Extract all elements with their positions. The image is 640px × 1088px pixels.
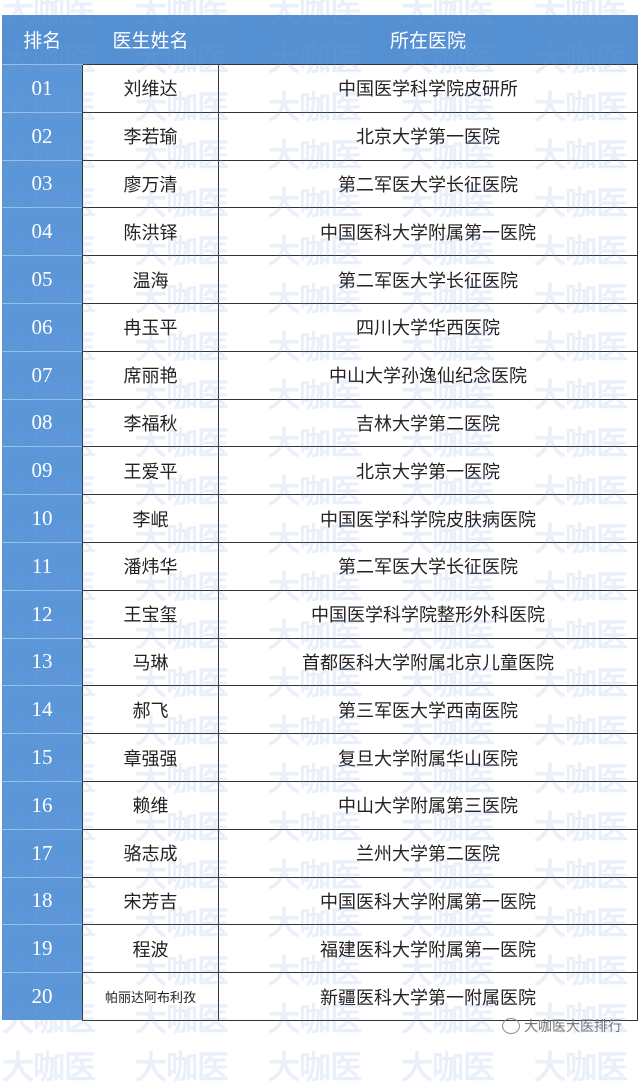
table-row: 04 陈洪铎 中国医科大学附属第一医院 — [2, 207, 638, 257]
rank-cell: 16 — [2, 780, 83, 830]
doctor-name-cell: 帕丽达阿布利孜 — [82, 972, 219, 1021]
table-row: 06 冉玉平 四川大学华西医院 — [2, 302, 638, 352]
doctor-name-cell: 李岷 — [82, 494, 219, 543]
rank-cell: 18 — [2, 876, 83, 925]
table-row: 13 马琳 首都医科大学附属北京儿童医院 — [2, 637, 638, 687]
table-body: 01 刘维达 中国医学科学院皮研所 02 李若瑜 北京大学第一医院 03 廖万清 第二军医大学长… — [2, 64, 638, 1021]
ranking-table: 排名 医生姓名 所在医院 01 刘维达 中国医学科学院皮研所 02 李若瑜 北京大学第一医… — [2, 15, 638, 1021]
rank-cell: 03 — [2, 159, 83, 208]
table-row: 16 赖维 中山大学附属第三医院 — [2, 780, 638, 830]
header-row: 排名 医生姓名 所在医院 — [2, 15, 638, 65]
header-rank: 排名 — [2, 15, 83, 65]
doctor-name-cell: 刘维达 — [82, 64, 219, 113]
rank-cell: 13 — [2, 637, 83, 686]
watermark-logo: 大咖医 — [401, 1048, 495, 1086]
rank-cell: 04 — [2, 207, 83, 256]
table-row: 17 骆志成 兰州大学第二医院 — [2, 828, 638, 878]
rank-cell: 05 — [2, 255, 83, 304]
table-row: 09 王爱平 北京大学第一医院 — [2, 446, 638, 496]
hospital-cell: 北京大学第一医院 — [218, 111, 638, 161]
doctor-name-cell: 王爱平 — [82, 446, 219, 496]
doctor-name-cell: 李若瑜 — [82, 111, 219, 161]
rank-cell: 07 — [2, 350, 83, 400]
doctor-name-cell: 温海 — [82, 255, 219, 304]
rank-cell: 12 — [2, 589, 83, 639]
table-row: 01 刘维达 中国医学科学院皮研所 — [2, 64, 638, 113]
table-row: 14 郝飞 第三军医大学西南医院 — [2, 685, 638, 735]
rank-cell: 09 — [2, 446, 83, 495]
rank-cell: 10 — [2, 494, 83, 543]
table-row: 19 程波 福建医科大学附属第一医院 — [2, 924, 638, 974]
doctor-name-cell: 潘炜华 — [82, 541, 219, 591]
table-row: 15 章强强 复旦大学附属华山医院 — [2, 733, 638, 782]
doctor-name-cell: 王宝玺 — [82, 589, 219, 639]
header-hospital: 所在医院 — [218, 15, 638, 65]
table-row: 02 李若瑜 北京大学第一医院 — [2, 111, 638, 161]
rank-cell: 20 — [2, 972, 83, 1021]
rank-cell: 02 — [2, 111, 83, 161]
doctor-name-cell: 廖万清 — [82, 159, 219, 209]
hospital-cell: 吉林大学第二医院 — [218, 398, 638, 448]
rank-cell: 08 — [2, 398, 83, 447]
table-row: 10 李岷 中国医学科学院皮肤病医院 — [2, 494, 638, 543]
rank-cell: 06 — [2, 302, 83, 352]
table-row: 12 王宝玺 中国医学科学院整形外科医院 — [2, 589, 638, 639]
hospital-cell: 首都医科大学附属北京儿童医院 — [218, 637, 638, 687]
table-row: 05 温海 第二军医大学长征医院 — [2, 255, 638, 304]
rank-cell: 17 — [2, 828, 83, 878]
rank-cell: 01 — [2, 64, 83, 113]
watermark-logo: 大咖医 — [135, 1048, 229, 1086]
rank-cell: 15 — [2, 733, 83, 782]
hospital-cell: 第二军医大学长征医院 — [218, 159, 638, 209]
table-row: 07 席丽艳 中山大学孙逸仙纪念医院 — [2, 350, 638, 400]
doctor-name-cell: 陈洪铎 — [82, 207, 219, 257]
table-row: 11 潘炜华 第二军医大学长征医院 — [2, 541, 638, 591]
rank-cell: 14 — [2, 685, 83, 734]
hospital-cell: 福建医科大学附属第一医院 — [218, 924, 638, 974]
wechat-icon — [502, 1018, 520, 1034]
hospital-cell: 中国医学科学院皮研所 — [218, 64, 638, 113]
doctor-name-cell: 席丽艳 — [82, 350, 219, 400]
hospital-cell: 北京大学第一医院 — [218, 446, 638, 496]
source-label: 大咖医大医排行 — [524, 1019, 622, 1035]
table-row: 08 李福秋 吉林大学第二医院 — [2, 398, 638, 448]
hospital-cell: 第二军医大学长征医院 — [218, 541, 638, 591]
doctor-name-cell: 骆志成 — [82, 828, 219, 878]
doctor-name-cell: 李福秋 — [82, 398, 219, 448]
hospital-cell: 中国医学科学院皮肤病医院 — [218, 494, 638, 543]
table-row: 20 帕丽达阿布利孜 新疆医科大学第一附属医院 — [2, 972, 638, 1021]
hospital-cell: 第二军医大学长征医院 — [218, 255, 638, 304]
hospital-cell: 中国医学科学院整形外科医院 — [218, 589, 638, 639]
header-name: 医生姓名 — [82, 15, 219, 65]
watermark-logo: 大咖医 — [534, 1048, 628, 1086]
doctor-name-cell: 宋芳吉 — [82, 876, 219, 926]
hospital-cell: 中国医科大学附属第一医院 — [218, 207, 638, 257]
hospital-cell: 中山大学附属第三医院 — [218, 780, 638, 830]
hospital-cell: 四川大学华西医院 — [218, 302, 638, 352]
rank-cell: 19 — [2, 924, 83, 973]
table-row: 03 廖万清 第二军医大学长征医院 — [2, 159, 638, 209]
doctor-name-cell: 冉玉平 — [82, 302, 219, 352]
hospital-cell: 第三军医大学西南医院 — [218, 685, 638, 735]
rank-cell: 11 — [2, 541, 83, 591]
table-row: 18 宋芳吉 中国医科大学附属第一医院 — [2, 876, 638, 926]
hospital-cell: 中山大学孙逸仙纪念医院 — [218, 350, 638, 400]
doctor-name-cell: 郝飞 — [82, 685, 219, 735]
hospital-cell: 复旦大学附属华山医院 — [218, 733, 638, 782]
doctor-name-cell: 赖维 — [82, 780, 219, 830]
hospital-cell: 新疆医科大学第一附属医院 — [218, 972, 638, 1021]
doctor-name-cell: 马琳 — [82, 637, 219, 687]
doctor-name-cell: 章强强 — [82, 733, 219, 782]
doctor-name-cell: 程波 — [82, 924, 219, 974]
footer-source: 大咖医大医排行 — [502, 1016, 622, 1036]
watermark-logo: 大咖医 — [2, 1048, 96, 1086]
hospital-cell: 中国医科大学附属第一医院 — [218, 876, 638, 926]
watermark-logo: 大咖医 — [268, 1048, 362, 1086]
hospital-cell: 兰州大学第二医院 — [218, 828, 638, 878]
